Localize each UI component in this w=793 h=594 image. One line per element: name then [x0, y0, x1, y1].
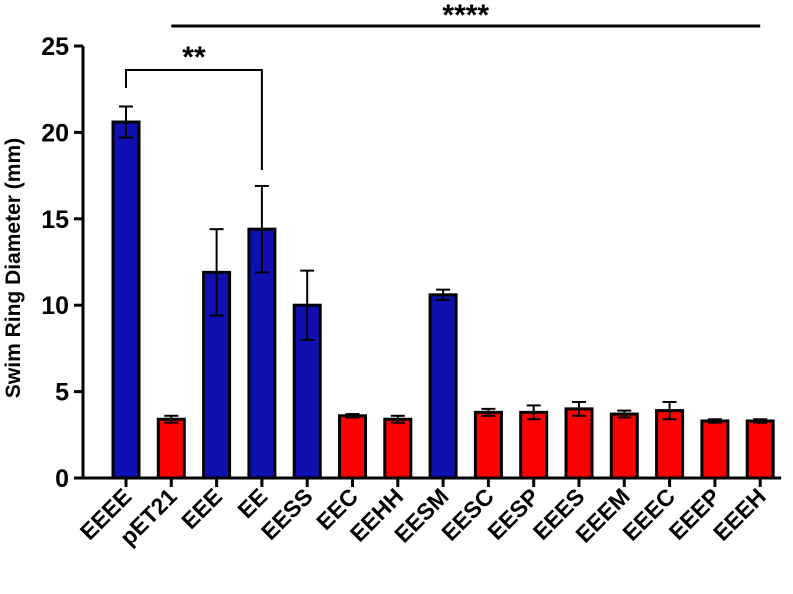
error-bar-eees [572, 400, 586, 417]
y-tick-label: 5 [55, 379, 69, 407]
bar-eec [338, 414, 367, 480]
x-tick-label-eesc: EESC [436, 483, 499, 546]
error-bars-layer [119, 105, 768, 424]
bar-eesm [428, 293, 458, 480]
error-bar-eee [209, 228, 224, 317]
error-bar-eesm [436, 288, 451, 302]
y-tick-label: 25 [41, 33, 69, 61]
bar-eeem [609, 412, 639, 480]
bar-eeep [700, 419, 730, 480]
bar-pet21 [156, 417, 186, 480]
y-tick-label: 20 [41, 119, 69, 147]
bar-eehh [383, 417, 413, 480]
bar-eeee [111, 120, 141, 480]
error-bar-eec [345, 413, 360, 419]
bar-ee [247, 227, 277, 480]
x-tick-label-eeec: EEEC [617, 483, 680, 546]
bar-eeec [655, 409, 685, 480]
error-bar-eess [300, 269, 315, 341]
error-bar-pet21 [164, 414, 179, 424]
bar-eeeh [745, 419, 775, 480]
x-tick-label-eesp: EESP [482, 483, 544, 545]
significance-label: ** [182, 41, 206, 74]
significance-label: **** [442, 0, 489, 32]
error-bar-eeee [119, 105, 133, 139]
x-tick-label-eee: EEE [176, 483, 227, 534]
y-tick-label: 0 [55, 465, 69, 493]
error-bar-eeeh [753, 418, 768, 424]
bar-eesc [473, 410, 503, 480]
error-bar-eesp [526, 404, 541, 421]
x-tick-label-eess: EESS [256, 483, 318, 545]
error-bar-eeep [707, 418, 722, 424]
bar-eees [564, 407, 594, 480]
significance-bracket [125, 69, 263, 170]
significance-layer: ****** [125, 0, 761, 170]
error-bar-eesc [481, 407, 496, 417]
y-tick-label: 10 [41, 292, 69, 320]
bar-eesp [519, 410, 549, 480]
error-bar-eeec [662, 400, 677, 421]
error-bar-eeem [617, 409, 632, 419]
error-bar-ee [254, 184, 269, 274]
y-tick-label: 15 [41, 206, 69, 234]
x-tick-label-eeeh: EEEH [708, 483, 771, 546]
y-axis-title: Swim Ring Diameter (mm) [2, 138, 25, 398]
error-bar-eehh [390, 414, 405, 424]
